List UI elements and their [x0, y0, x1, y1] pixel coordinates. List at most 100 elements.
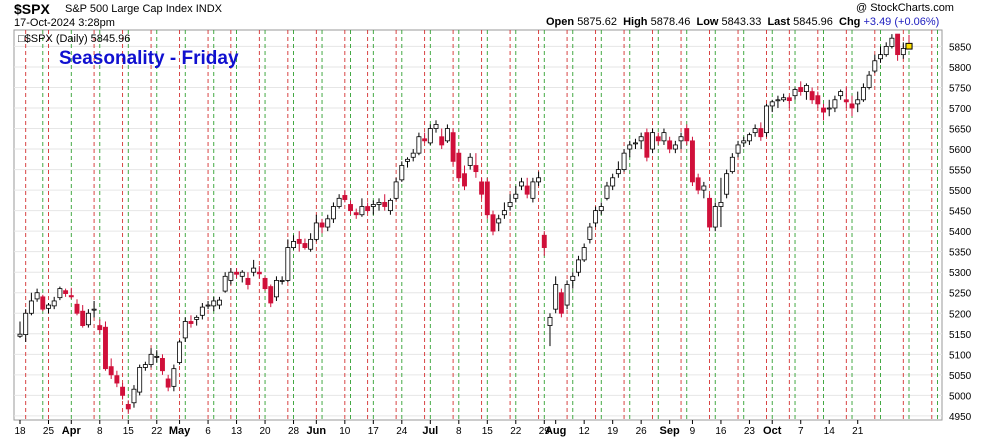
- x-tick-label: 8: [97, 426, 103, 437]
- y-tick-label: 5400: [949, 227, 972, 238]
- candle: [108, 358, 114, 379]
- candle: [775, 95, 781, 108]
- candle: [507, 194, 513, 211]
- candle-body: [712, 206, 718, 228]
- candle: [707, 194, 712, 232]
- candle: [484, 177, 490, 219]
- chart-title: Seasonality - Friday: [59, 48, 239, 69]
- candle: [769, 99, 775, 113]
- candle: [422, 132, 428, 143]
- candle-body: [792, 89, 798, 97]
- candle: [473, 153, 479, 178]
- candle: [114, 370, 120, 388]
- candle: [701, 181, 707, 199]
- open-value: 5875.62: [577, 16, 617, 28]
- credit: @ StockCharts.com: [856, 2, 954, 14]
- x-tick-label: 22: [510, 426, 522, 437]
- candle-body: [701, 185, 707, 191]
- candle-body: [541, 234, 547, 248]
- candle: [849, 95, 855, 117]
- candle-body: [342, 195, 348, 200]
- candle-body: [547, 316, 553, 326]
- y-tick-label: 5600: [949, 145, 972, 156]
- candle-body: [148, 353, 154, 365]
- candle-body: [188, 321, 194, 324]
- candle: [752, 124, 758, 137]
- x-tick-label: 7: [798, 426, 804, 437]
- candle: [587, 222, 593, 244]
- last-label: Last: [767, 16, 791, 28]
- candle: [678, 132, 684, 150]
- x-tick-label: 29: [539, 426, 551, 437]
- y-tick-label: 5850: [949, 42, 972, 53]
- candle: [900, 42, 906, 59]
- candle-body: [359, 206, 365, 216]
- candle-body: [655, 136, 661, 142]
- candle: [821, 103, 826, 121]
- candle: [524, 177, 530, 199]
- candle: [302, 238, 308, 250]
- y-tick-label: 5200: [949, 309, 972, 320]
- candle-body: [256, 271, 262, 275]
- candle: [718, 177, 724, 228]
- candle: [684, 124, 690, 145]
- candle-body: [672, 144, 678, 150]
- candle-body: [34, 292, 40, 300]
- candle: [171, 364, 177, 392]
- candle-body: [638, 136, 644, 142]
- candle-body: [313, 222, 319, 240]
- candle: [479, 177, 485, 199]
- plot-frame: [13, 29, 943, 421]
- candle-body: [513, 193, 519, 199]
- x-tick-label: 10: [339, 426, 351, 437]
- candle: [370, 200, 376, 215]
- ohlc-readout: Open 5875.62 High 5878.46 Low 5843.33 La…: [546, 16, 939, 28]
- candle: [501, 202, 507, 219]
- candle: [273, 276, 279, 301]
- legend: □$SPX (Daily) 5845.96: [18, 33, 130, 45]
- candle-body: [302, 243, 308, 248]
- y-tick-label: 5150: [949, 330, 972, 341]
- candle-body: [473, 165, 479, 173]
- candle: [251, 259, 257, 277]
- candle: [154, 350, 160, 363]
- candle-body: [593, 210, 599, 224]
- candle: [211, 296, 217, 312]
- x-tick-label: 6: [205, 426, 211, 437]
- candle-body: [46, 304, 51, 309]
- candle-body: [330, 206, 336, 220]
- candle: [40, 294, 46, 312]
- candle: [268, 284, 274, 308]
- candle-body: [564, 284, 570, 306]
- candle-body: [85, 312, 91, 326]
- candle-body: [444, 128, 450, 142]
- candle-body: [239, 271, 245, 277]
- candle-body: [285, 247, 291, 281]
- candle: [855, 91, 861, 113]
- candles: [17, 33, 913, 414]
- candle-body: [365, 206, 371, 212]
- candle-body: [194, 316, 200, 320]
- candle-body: [872, 60, 878, 72]
- candle: [490, 210, 496, 236]
- candle: [222, 272, 228, 293]
- candle-body: [40, 296, 46, 310]
- candle: [387, 198, 393, 215]
- candle: [558, 288, 564, 318]
- candle-body: [97, 325, 103, 331]
- y-tick-label: 4950: [949, 412, 972, 423]
- candle: [228, 268, 234, 285]
- candle-body: [177, 341, 183, 363]
- candle-body: [707, 197, 712, 228]
- candle: [256, 266, 262, 279]
- candle-body: [695, 177, 701, 191]
- last-bar-highlight: [905, 42, 913, 50]
- candle: [621, 149, 627, 172]
- candle: [581, 243, 587, 262]
- candle-body: [826, 107, 832, 110]
- x-tick-label: 18: [14, 426, 26, 437]
- candle-body: [217, 299, 222, 306]
- candle: [866, 71, 872, 90]
- low-value: 5843.33: [721, 16, 762, 28]
- candle: [724, 169, 730, 199]
